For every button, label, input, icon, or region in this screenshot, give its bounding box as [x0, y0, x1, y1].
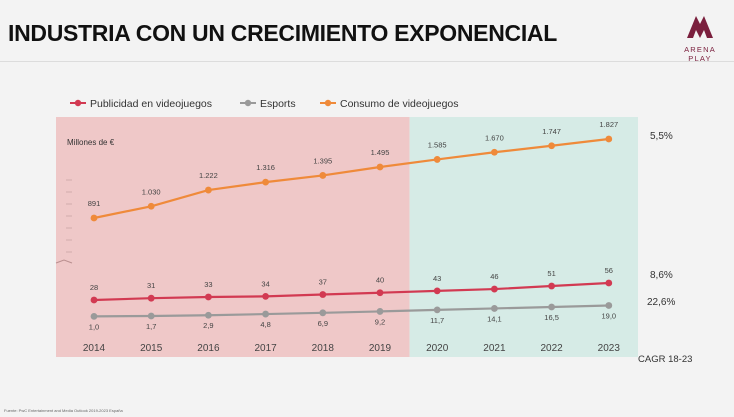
esports-line: [93, 304, 609, 318]
consumo-videojuegos-point: [376, 163, 384, 171]
axis-break-mark: [55, 259, 73, 264]
historical-region: [56, 117, 410, 357]
publicidad-videojuegos-data-label: 33: [204, 280, 212, 289]
esports-data-label: 1,7: [146, 322, 156, 331]
x-tick-label: 2022: [540, 343, 563, 354]
consumo-videojuegos-point: [433, 156, 441, 163]
x-tick-label: 2018: [312, 343, 335, 354]
publicidad-videojuegos-data-label: 37: [319, 278, 327, 287]
x-tick-label: 2020: [426, 343, 449, 354]
legend-label: Publicidad en videojuegos: [90, 98, 212, 110]
esports-data-label: 19,0: [601, 311, 616, 320]
esports-data-label: 6,9: [318, 319, 328, 328]
publicidad-videojuegos-data-label: 56: [605, 266, 613, 275]
publicidad-videojuegos-point: [90, 296, 98, 304]
x-tick-label: 2019: [369, 343, 392, 354]
esports-data-label: 16,5: [544, 313, 559, 322]
consumo-videojuegos-data-label: 1.670: [485, 133, 504, 142]
logo-text-arena: ARENA: [684, 45, 716, 54]
consumo-videojuegos-data-label: 1.827: [599, 120, 618, 129]
esports-data-label: 2,9: [203, 321, 213, 330]
slide-title: INDUSTRIA CON UN CRECIMIENTO EXPONENCIAL: [8, 20, 557, 46]
legend-label: Consumo de videojuegos: [340, 98, 459, 110]
consumo-videojuegos-point: [205, 186, 212, 194]
esports-point: [491, 305, 498, 312]
consumo-videojuegos-line: [93, 137, 609, 220]
legend-label: Esports: [260, 98, 296, 110]
x-tick-label: 2023: [598, 343, 621, 354]
publicidad-videojuegos-data-label: 43: [433, 274, 441, 283]
esports-data-label: 4,8: [260, 320, 270, 329]
esports-point: [147, 312, 155, 320]
publicidad-videojuegos-point: [262, 292, 269, 300]
esports-point: [90, 312, 98, 320]
cagr-consumo: 5,5%: [650, 131, 673, 142]
source-note: Fuente: PwC Entertainment and Media Outl…: [4, 408, 123, 413]
consumo-videojuegos-data-label: 1.030: [142, 187, 161, 196]
y-axis-unit-label: Millones de €: [67, 138, 115, 147]
consumo-videojuegos-data-label: 1.395: [313, 156, 332, 165]
esports-point: [319, 309, 327, 317]
publicidad-videojuegos-point: [205, 293, 212, 301]
publicidad-videojuegos-point: [605, 279, 613, 287]
consumo-videojuegos-point: [605, 135, 613, 143]
esports-data-label: 1,0: [89, 322, 99, 331]
x-tick-label: 2015: [140, 343, 163, 354]
esports-point: [262, 310, 269, 318]
x-tick-label: 2021: [483, 343, 506, 354]
arena-play-logo: ARENA PLAY: [680, 12, 720, 63]
legend-marker: [324, 99, 332, 107]
x-tick-label: 2014: [83, 343, 106, 354]
consumo-videojuegos-data-label: 1.495: [371, 148, 390, 157]
consumo-videojuegos-point: [548, 142, 555, 150]
x-tick-label: 2016: [197, 343, 220, 354]
cagr-publicidad: 8,6%: [650, 270, 673, 281]
publicidad-videojuegos-data-label: 46: [490, 272, 498, 281]
consumo-videojuegos-point: [90, 214, 98, 222]
cagr-title: CAGR 18-23: [638, 354, 692, 365]
publicidad-videojuegos-point: [491, 285, 498, 293]
forecast-region: [409, 117, 638, 357]
legend-marker: [74, 99, 82, 107]
publicidad-videojuegos-data-label: 34: [261, 279, 269, 288]
esports-data-label: 11,7: [430, 316, 444, 325]
esports-point: [433, 306, 441, 314]
publicidad-videojuegos-data-label: 28: [90, 283, 98, 292]
publicidad-videojuegos-line: [93, 281, 609, 302]
consumo-videojuegos-point: [491, 148, 498, 156]
cagr-esports: 22,6%: [647, 297, 675, 308]
consumo-videojuegos-point: [262, 178, 269, 186]
esports-data-label: 14,1: [487, 314, 502, 323]
esports-point: [205, 311, 212, 319]
consumo-videojuegos-data-label: 891: [88, 199, 101, 208]
publicidad-videojuegos-point: [548, 282, 555, 290]
esports-point: [548, 303, 555, 311]
consumo-videojuegos-data-label: 1.222: [199, 171, 218, 180]
legend-marker: [244, 99, 252, 107]
publicidad-videojuegos-point: [376, 289, 384, 297]
esports-point: [376, 308, 384, 315]
publicidad-videojuegos-point: [319, 291, 327, 298]
x-tick-label: 2017: [254, 343, 277, 354]
consumo-videojuegos-data-label: 1.585: [428, 140, 447, 149]
consumo-videojuegos-data-label: 1.316: [256, 163, 275, 172]
publicidad-videojuegos-data-label: 31: [147, 281, 155, 290]
consumo-videojuegos-point: [319, 172, 327, 179]
title-divider: [0, 61, 734, 62]
esports-point: [605, 302, 613, 309]
publicidad-videojuegos-data-label: 40: [376, 276, 384, 285]
consumo-videojuegos-data-label: 1.747: [542, 127, 561, 136]
consumo-videojuegos-point: [147, 202, 155, 210]
publicidad-videojuegos-point: [433, 287, 441, 295]
publicidad-videojuegos-point: [147, 294, 155, 302]
publicidad-videojuegos-data-label: 51: [547, 269, 555, 278]
logo-text-play: PLAY: [688, 54, 712, 63]
esports-data-label: 9,2: [375, 317, 385, 326]
arena-play-logo-icon: [687, 16, 713, 38]
